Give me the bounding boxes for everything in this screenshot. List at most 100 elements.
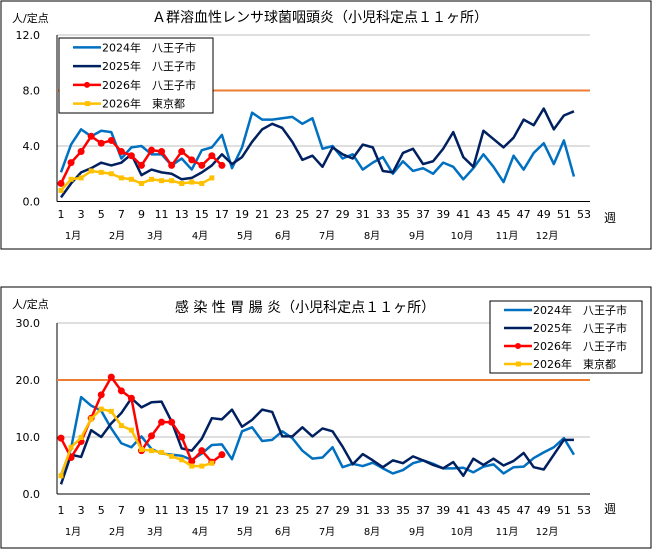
month-label: 2月 <box>109 526 125 538</box>
month-label: 10月 <box>451 526 474 538</box>
x-tick-label: 11 <box>155 208 169 221</box>
data-point <box>98 406 104 412</box>
y-axis-label: 人/定点 <box>12 297 49 311</box>
month-label: 4月 <box>192 230 208 242</box>
x-tick-label: 13 <box>175 208 189 221</box>
x-tick-label: 49 <box>537 208 551 221</box>
data-point <box>159 449 165 455</box>
data-point <box>117 387 125 395</box>
x-tick-label: 17 <box>215 208 229 221</box>
x-tick-label: 43 <box>476 504 490 517</box>
month-label: 3月 <box>147 526 163 538</box>
chart-gastroenteritis: 感 染 性 胃 腸 炎（小児科定点１１ヶ所） 人/定点 週 0.0 10.0 20.… <box>0 286 652 549</box>
month-label: 8月 <box>364 230 380 242</box>
x-tick-label: 29 <box>336 208 350 221</box>
legend-label: 2024年 八王子市 <box>102 40 196 54</box>
x-tick-label: 1 <box>58 504 65 517</box>
legend-marker <box>84 81 90 88</box>
data-point <box>209 175 215 181</box>
x-axis-label: 週 <box>604 211 616 225</box>
data-point <box>67 159 75 167</box>
x-tick-label: 15 <box>195 504 209 517</box>
data-point <box>88 416 94 422</box>
y-tick-label: 10.0 <box>16 431 41 444</box>
legend-marker <box>516 361 521 367</box>
month-label: 8月 <box>364 526 380 538</box>
data-point <box>78 435 84 441</box>
data-point <box>179 180 185 186</box>
x-tick-label: 47 <box>517 208 531 221</box>
data-point <box>179 457 185 463</box>
y-tick-label: 20.0 <box>16 374 41 387</box>
data-point <box>138 180 144 186</box>
x-tick-label: 21 <box>255 208 269 221</box>
x-tick-label: 51 <box>557 208 571 221</box>
x-tick-label: 29 <box>336 504 350 517</box>
x-tick-label: 35 <box>396 208 410 221</box>
data-point <box>178 433 186 441</box>
x-tick-label: 3 <box>78 208 85 221</box>
data-point <box>68 444 74 450</box>
data-point <box>58 473 64 479</box>
x-tick-label: 5 <box>98 208 105 221</box>
month-label: 1月 <box>65 526 81 538</box>
data-point <box>188 156 196 164</box>
x-tick-label: 43 <box>476 208 490 221</box>
month-label: 5月 <box>237 230 253 242</box>
data-point <box>199 463 205 469</box>
x-tick-label: 33 <box>376 208 390 221</box>
x-tick-label: 25 <box>295 504 309 517</box>
data-point <box>168 418 176 426</box>
data-point <box>57 179 65 187</box>
y-axis-label: 人/定点 <box>12 11 49 25</box>
data-point <box>169 178 175 184</box>
y-tick-label: 12.0 <box>16 29 41 42</box>
x-tick-label: 27 <box>316 504 330 517</box>
x-tick-label: 19 <box>235 504 249 517</box>
data-point <box>128 427 134 433</box>
x-tick-label: 13 <box>175 504 189 517</box>
x-tick-label: 51 <box>557 504 571 517</box>
legend-label: 2025年 八王子市 <box>533 321 627 335</box>
series-line-tokyo <box>60 169 213 192</box>
x-tick-label: 47 <box>517 504 531 517</box>
x-tick-label: 9 <box>138 504 145 517</box>
x-tick-label: 41 <box>456 504 470 517</box>
data-point <box>127 394 135 402</box>
data-point <box>158 418 166 426</box>
legend: 2024年 八王子市 2025年 八王子市 2026年 八王子市 2026年 東京都 <box>489 300 643 374</box>
data-point <box>117 148 125 156</box>
month-label: 9月 <box>409 526 425 538</box>
data-point <box>57 434 65 442</box>
series-line-s2025 <box>59 107 575 199</box>
series-line-s2025 <box>59 396 574 485</box>
data-point <box>108 171 114 177</box>
data-point <box>208 152 216 160</box>
month-label: 10月 <box>451 230 474 242</box>
data-point <box>169 453 175 459</box>
x-tick-label: 1 <box>58 208 65 221</box>
month-label: 12月 <box>536 230 559 242</box>
x-tick-label: 21 <box>255 504 269 517</box>
x-tick-label: 39 <box>436 208 450 221</box>
data-point <box>58 187 64 193</box>
x-tick-label: 5 <box>98 504 105 517</box>
x-tick-label: 23 <box>275 504 289 517</box>
chart-title: Ａ群溶血性レンサ球菌咽頭炎（小児科定点１１ヶ所） <box>152 10 488 26</box>
month-label: 7月 <box>319 230 335 242</box>
chart-title: 感 染 性 胃 腸 炎（小児科定点１１ヶ所） <box>175 299 435 316</box>
legend-box <box>489 300 643 374</box>
month-label: 6月 <box>275 526 291 538</box>
x-tick-label: 25 <box>295 208 309 221</box>
data-point <box>137 161 145 169</box>
data-point <box>118 423 124 429</box>
month-label: 6月 <box>275 230 291 242</box>
x-tick-label: 31 <box>356 208 370 221</box>
data-point <box>97 391 105 399</box>
data-point <box>199 180 205 186</box>
x-tick-label: 23 <box>275 208 289 221</box>
x-tick-label: 3 <box>78 504 85 517</box>
legend-label: 2024年 八王子市 <box>533 303 627 317</box>
data-point <box>159 178 165 184</box>
legend-box <box>58 37 214 114</box>
